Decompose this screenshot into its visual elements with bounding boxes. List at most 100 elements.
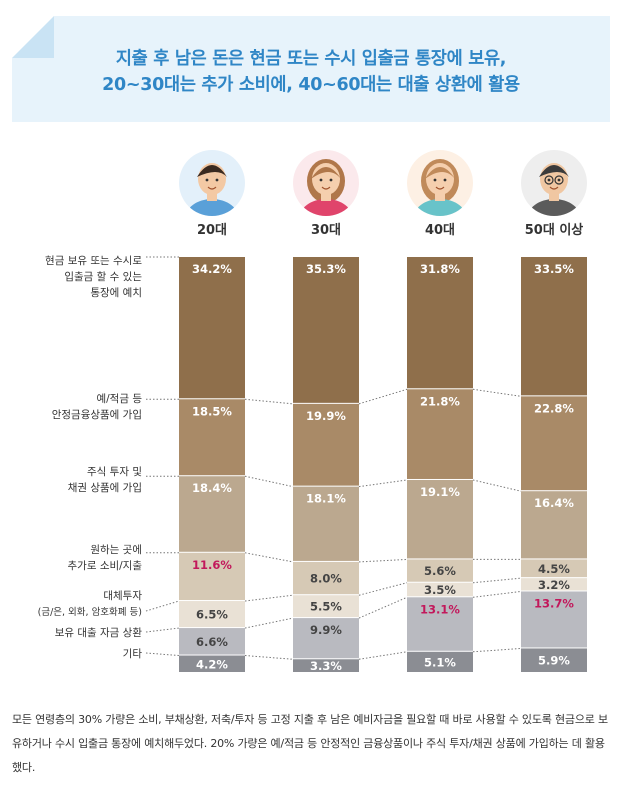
bar-segment [407,479,473,559]
data-label: 5.1% [424,655,456,669]
series-label: 추가로 소비/지출 [68,560,143,572]
series-label: 안정금융상품에 가입 [52,408,142,421]
category-label: 30대 [311,223,341,238]
data-label: 19.1% [420,485,460,499]
avatar-40s-icon [407,150,473,216]
connector-line [244,552,294,563]
title-line-1: 지출 후 남은 돈은 현금 또는 수시 입출금 통장에 보유, [115,49,507,69]
series-label: 원하는 곳에 [90,543,142,556]
connector-line [472,479,522,492]
data-label: 11.6% [192,558,232,572]
bar-segment [293,561,359,595]
legend-leader-line [145,600,180,612]
bar-segment [179,476,245,552]
data-label: 8.0% [310,572,342,586]
category-label: 20대 [197,223,227,238]
data-label: 9.9% [310,623,342,637]
data-label: 19.9% [306,409,346,423]
bar-segment [521,559,587,578]
folded-corner [12,16,54,58]
avatar-50s-icon [521,150,587,216]
bar-segment [179,552,245,601]
bar-segment [521,578,587,591]
data-label: 18.1% [306,492,346,506]
series-label: 현금 보유 또는 수시로 [45,255,142,267]
data-label: 18.5% [192,404,232,418]
data-label: 13.1% [420,602,460,616]
data-label: 35.3% [306,262,346,276]
data-label: 5.6% [424,564,456,578]
data-label: 3.2% [538,578,570,592]
data-label: 5.5% [310,600,342,614]
connector-line [472,590,522,598]
connector-line [472,577,522,584]
bar-segment [521,491,587,559]
bar-segment [293,486,359,561]
bar-segment [293,618,359,659]
legend-leader-line [145,652,180,657]
data-label: 16.4% [534,496,574,510]
bar-segment [407,389,473,479]
data-label: 5.9% [538,654,570,668]
bar-segment [407,651,473,672]
bar-segment [179,257,245,399]
data-label: 6.5% [196,608,228,622]
bar-segment [293,257,359,403]
series-label: 통장에 예치 [90,286,142,299]
data-label: 33.5% [534,262,574,276]
series-label: (금/은, 외화, 암호화폐 등) [38,606,142,618]
avatar-30s-icon [293,150,359,216]
connector-line [358,651,408,660]
data-label: 4.5% [538,562,570,576]
series-label: 대체투자 [103,590,142,602]
category-label: 40대 [425,223,455,238]
connector-line [358,582,408,596]
description-text: 모든 연령층의 30% 가량은 소비, 부채상환, 저축/투자 등 고정 지출 … [12,713,608,774]
data-label: 4.2% [196,657,228,671]
connector-line [244,655,294,660]
connector-line [244,398,294,405]
bar-segment [179,628,245,655]
avatar-20s-icon [179,150,245,216]
bar-segment [407,257,473,389]
bar-segment [179,655,245,672]
data-label: 34.2% [192,262,232,276]
bar-segment [293,659,359,672]
bar-segment [179,399,245,476]
connector-line [358,388,408,405]
data-label: 21.8% [420,394,460,408]
bar-segment [521,257,587,396]
data-label: 31.8% [420,262,460,276]
data-label: 13.7% [534,596,574,610]
bar-segment [407,559,473,582]
bar-segment [407,597,473,651]
bar-segment [293,595,359,618]
connector-line [358,558,408,563]
category-label: 50대 이상 [525,222,584,238]
connector-line [472,647,522,653]
connector-line [244,594,294,602]
connector-line [358,596,408,619]
bar-segment [179,601,245,628]
bar-segment [407,582,473,597]
data-label: 18.4% [192,481,232,495]
data-label: 6.6% [196,635,228,649]
bar-segment [521,396,587,491]
bar-segment [521,591,587,648]
title-banner: 지출 후 남은 돈은 현금 또는 수시 입출금 통장에 보유, 20~30대는 … [12,16,610,122]
data-label: 22.8% [534,401,574,415]
series-label: 주식 투자 및 [87,466,142,478]
data-label: 3.5% [424,583,456,597]
connector-line [472,388,522,397]
series-label: 입출금 할 수 있는 [64,270,142,283]
series-label: 기타 [123,648,143,660]
series-label: 채권 상품에 가입 [68,481,142,494]
connector-line [358,479,408,488]
series-label: 예/적금 등 [96,392,142,405]
bar-segment [293,403,359,486]
stacked-bar-chart: 34.2% 18.5% 18.4% 11.6% 6.5% 6.6% 4.2% 20대 35.3%… [38,150,587,673]
series-label: 보유 대출 자금 상환 [55,627,143,639]
title-line-2: 20~30대는 추가 소비에, 40~60대는 대출 상환에 활용 [102,75,520,95]
bar-segment [521,648,587,672]
connector-line [244,617,294,629]
